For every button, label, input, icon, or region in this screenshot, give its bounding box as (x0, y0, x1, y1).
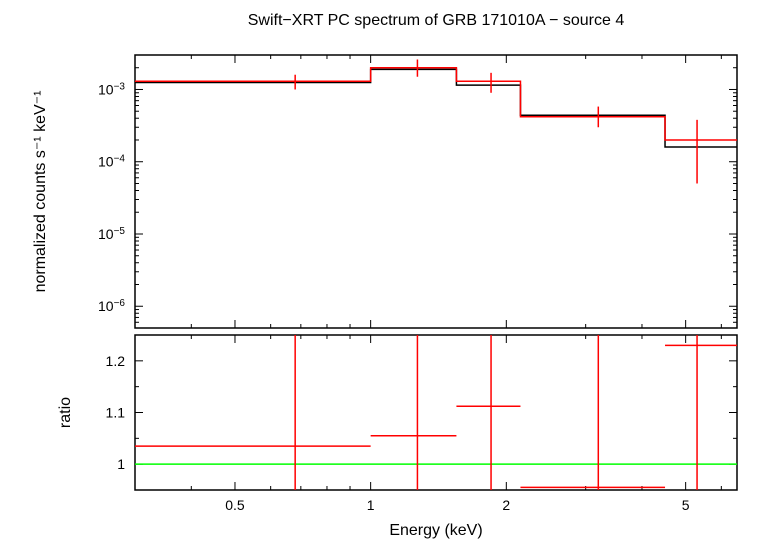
svg-text:1: 1 (367, 497, 375, 513)
svg-text:10−5: 10−5 (98, 225, 125, 242)
spectrum-chart: Swift−XRT PC spectrum of GRB 171010A − s… (0, 0, 758, 556)
svg-text:10−6: 10−6 (98, 298, 125, 315)
svg-text:10−4: 10−4 (98, 153, 125, 170)
svg-text:1.1: 1.1 (106, 405, 126, 421)
svg-text:10−3: 10−3 (98, 81, 125, 98)
y-axis-label-top: normalized counts s⁻¹ keV⁻¹ (32, 91, 49, 293)
svg-text:2: 2 (502, 497, 510, 513)
y-axis-label-bottom: ratio (57, 397, 74, 428)
chart-svg: Swift−XRT PC spectrum of GRB 171010A − s… (0, 0, 758, 556)
svg-text:1.2: 1.2 (106, 353, 126, 369)
svg-text:5: 5 (682, 497, 690, 513)
x-axis-label: Energy (keV) (389, 522, 482, 539)
chart-title: Swift−XRT PC spectrum of GRB 171010A − s… (248, 12, 625, 29)
svg-text:1: 1 (117, 456, 125, 472)
svg-text:0.5: 0.5 (225, 497, 245, 513)
